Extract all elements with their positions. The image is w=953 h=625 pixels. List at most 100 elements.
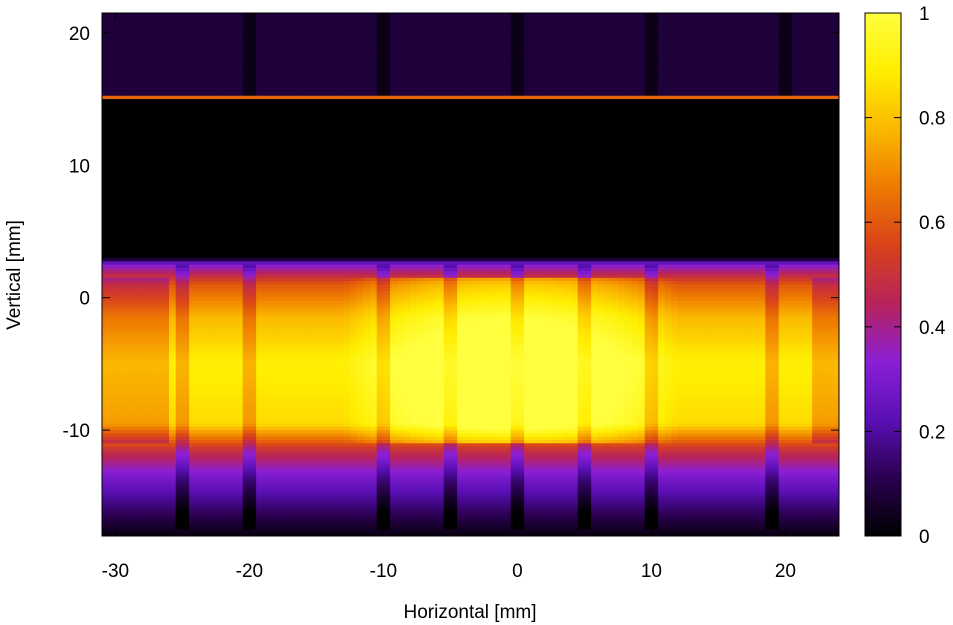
heatmap-cell xyxy=(564,72,572,77)
heatmap-cell xyxy=(818,26,827,31)
heatmap-cell xyxy=(169,89,177,94)
heatmap-cell xyxy=(684,42,693,47)
heatmap-cell xyxy=(175,49,183,54)
heatmap-cell xyxy=(785,89,793,94)
heatmap-cell xyxy=(256,69,264,74)
heatmap-cell xyxy=(604,85,612,90)
heatmap-cell xyxy=(309,46,317,51)
heatmap-cell xyxy=(430,65,438,70)
heatmap-cell xyxy=(557,69,565,74)
heatmap-cell xyxy=(376,52,384,57)
heatmap-cell xyxy=(772,39,780,44)
heatmap-cell xyxy=(818,62,827,67)
heatmap-cell xyxy=(282,95,291,100)
heatmap-cell xyxy=(470,16,478,21)
heatmap-cell xyxy=(758,29,766,34)
heatmap-cell xyxy=(758,89,766,94)
heatmap-cell xyxy=(349,85,358,90)
heatmap-cell xyxy=(571,85,579,90)
heatmap-cell xyxy=(276,32,284,37)
heatmap-cell xyxy=(832,39,839,44)
heatmap-cell xyxy=(745,32,753,37)
heatmap-cell xyxy=(624,62,632,67)
heatmap-cell xyxy=(477,82,485,87)
heatmap-cell xyxy=(189,52,197,57)
heatmap-cell xyxy=(309,16,317,21)
heatmap-cell xyxy=(718,82,726,87)
heatmap-cell xyxy=(115,26,123,31)
heatmap-cell xyxy=(182,39,190,44)
heatmap-cell xyxy=(571,99,579,103)
heatmap-cell xyxy=(396,22,405,27)
heatmap-cell xyxy=(818,92,827,97)
heatmap-cell xyxy=(383,56,391,60)
heatmap-cell xyxy=(544,49,552,54)
heatmap-cell xyxy=(731,72,740,77)
heatmap-cell xyxy=(798,19,807,24)
heatmap-cell xyxy=(249,56,257,60)
heatmap-cell xyxy=(577,29,585,34)
heatmap-cell xyxy=(812,92,820,97)
heatmap-cell xyxy=(336,52,344,57)
heatmap-cell xyxy=(457,32,465,37)
heatmap-cell xyxy=(758,46,766,51)
heatmap-cell xyxy=(772,92,780,97)
heatmap-cell xyxy=(611,36,619,41)
heatmap-cell xyxy=(416,32,425,37)
heatmap-cell xyxy=(329,65,338,70)
heatmap-cell xyxy=(403,16,411,21)
heatmap-cell xyxy=(691,39,699,44)
heatmap-cell xyxy=(175,85,183,90)
heatmap-cell xyxy=(798,59,807,64)
heatmap-cell xyxy=(229,52,237,57)
heatmap-cell xyxy=(691,99,699,103)
heatmap-cell xyxy=(644,42,652,47)
heatmap-cell xyxy=(256,59,264,64)
heatmap-cell xyxy=(410,22,418,27)
heatmap-cell xyxy=(798,13,807,17)
heatmap-cell xyxy=(758,52,766,57)
heatmap-cell xyxy=(282,49,291,54)
heatmap-cell xyxy=(832,59,839,64)
heatmap-cell xyxy=(604,95,612,100)
heatmap-cell xyxy=(249,22,257,27)
heatmap-cell xyxy=(483,59,492,64)
heatmap-cell xyxy=(303,26,311,31)
heatmap-cell xyxy=(115,39,123,44)
heatmap-cell xyxy=(798,22,807,27)
heatmap-cell xyxy=(571,19,579,24)
heatmap-cell xyxy=(329,52,338,57)
heatmap-cell xyxy=(577,59,585,64)
heatmap-cell xyxy=(497,16,505,21)
heatmap-cell xyxy=(189,32,197,37)
heatmap-cell xyxy=(725,56,733,60)
heatmap-cell xyxy=(155,85,163,90)
heatmap-cell xyxy=(812,99,820,103)
heatmap-cell xyxy=(108,36,116,41)
heatmap-cell xyxy=(376,79,384,84)
heatmap-cell xyxy=(276,82,284,87)
heatmap-cell xyxy=(169,36,177,41)
heatmap-cell xyxy=(256,92,264,97)
heatmap-cell xyxy=(544,16,552,21)
heatmap-cell xyxy=(611,99,619,103)
heatmap-cell xyxy=(329,95,338,100)
heatmap-cell xyxy=(718,62,726,67)
heatmap-cell xyxy=(189,49,197,54)
heatmap-cell xyxy=(678,26,686,31)
heatmap-cell xyxy=(751,79,760,84)
heatmap-cell xyxy=(758,49,766,54)
heatmap-cell xyxy=(564,22,572,27)
heatmap-cell xyxy=(725,59,733,64)
heatmap-cell xyxy=(725,82,733,87)
heatmap-cell xyxy=(343,49,351,54)
heatmap-cell xyxy=(751,19,760,24)
heatmap-cell xyxy=(115,46,123,51)
heatmap-cell xyxy=(142,19,150,24)
heatmap-cell xyxy=(483,42,492,47)
heatmap-cell xyxy=(738,99,746,103)
heatmap-cell xyxy=(497,22,505,27)
heatmap-cell xyxy=(577,95,585,100)
heatmap-cell xyxy=(202,46,210,51)
heatmap-cell xyxy=(671,26,679,31)
